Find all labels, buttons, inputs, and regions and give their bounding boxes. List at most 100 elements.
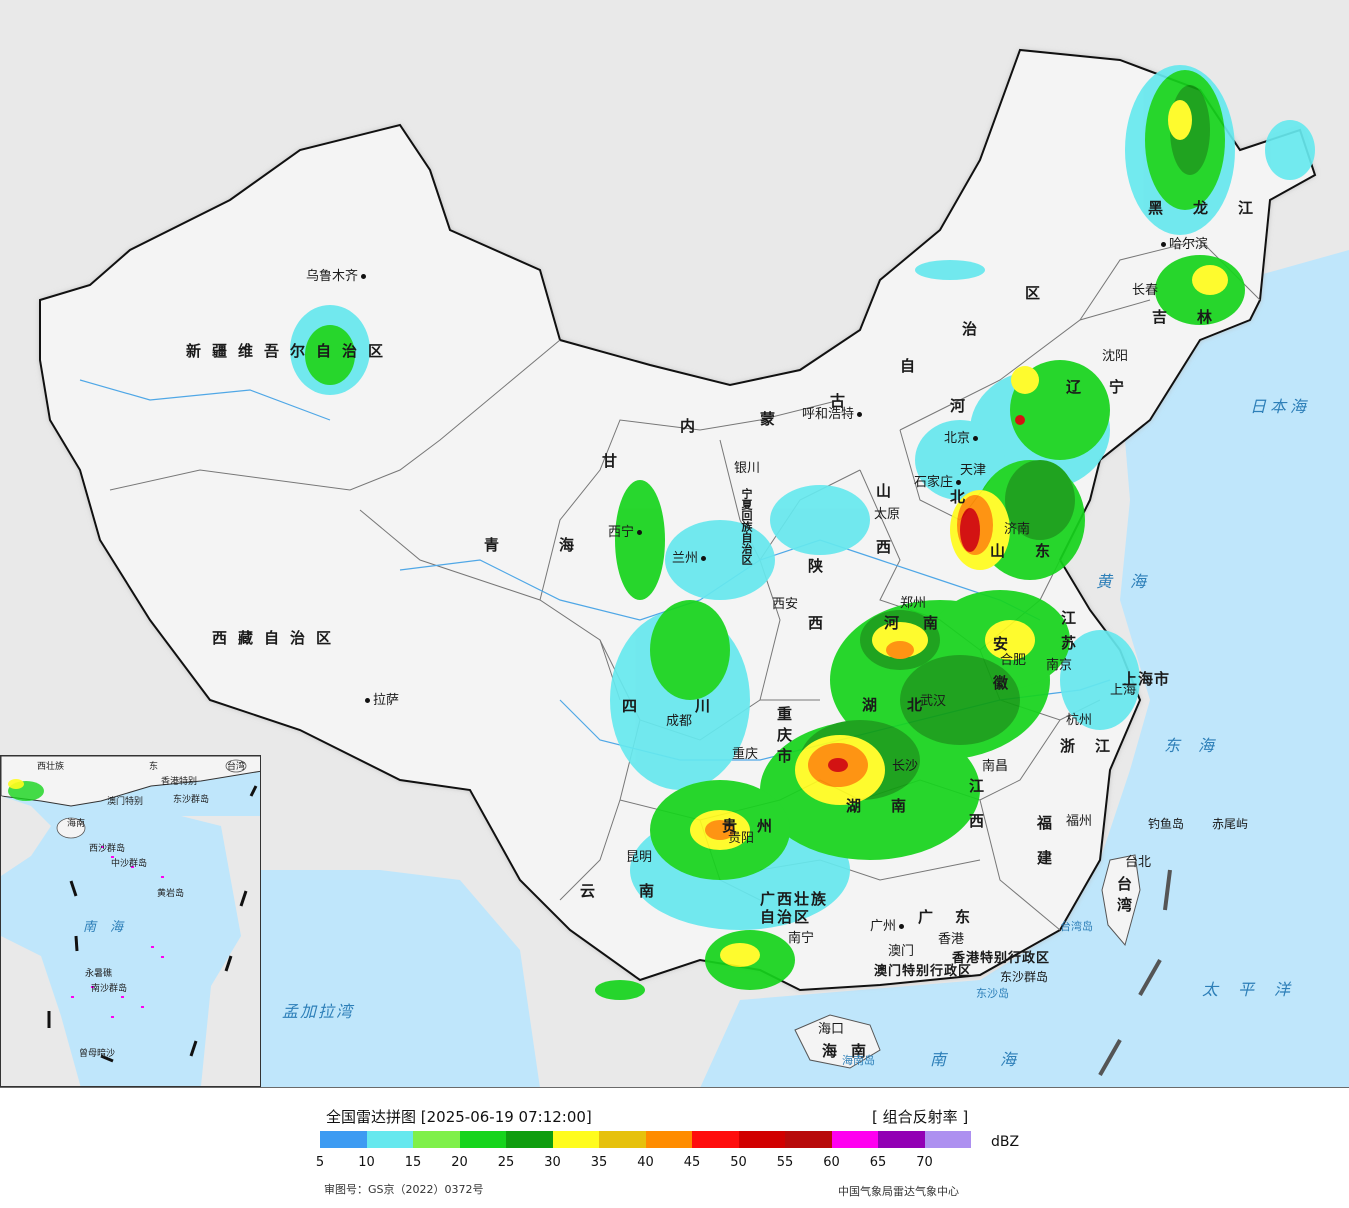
sea-east: 东海	[1164, 736, 1233, 755]
province-label-xizang: 西藏自治区	[212, 629, 343, 647]
legend-swatch-20	[459, 1131, 506, 1148]
province-label-neimenggu-2: 蒙	[760, 410, 787, 428]
legend-tick-25: 25	[497, 1155, 515, 1170]
south-china-sea-inset: 西壮族 东 台湾 海南 澳门特别 香港特别 东沙群岛 西沙群岛 中沙群岛 黄岩岛…	[0, 755, 261, 1087]
bengal-sea	[200, 870, 540, 1087]
legend-tick-15: 15	[404, 1155, 422, 1170]
legend-swatch-15	[413, 1131, 460, 1148]
province-label-shanghai: 上海市	[1122, 670, 1171, 688]
sea-south: 南海	[930, 1050, 1071, 1069]
city-guiyang: 贵阳	[728, 831, 755, 846]
legend-title: 全国雷达拼图 [2025-06-19 07:12:00]	[326, 1108, 592, 1126]
sea-yellow: 黄海	[1096, 572, 1165, 591]
province-label-guangdong: 广东	[918, 908, 993, 926]
province-label-shandong: 山东	[990, 542, 1081, 560]
city-changsha: 长沙	[892, 759, 919, 774]
city-hongkong: 香港	[938, 932, 965, 947]
taiwan-island	[1101, 854, 1141, 947]
province-label-heilongjiang: 黑龙江	[1148, 199, 1284, 217]
source-label: 中国气象局雷达气象中心	[838, 1185, 959, 1198]
legend-swatch-30	[552, 1131, 599, 1148]
city-chongqing: 重庆	[732, 747, 759, 762]
legend-tick-30: 30	[544, 1155, 561, 1170]
city-harbin: 哈尔滨	[1158, 238, 1208, 252]
island-chiwei: 赤尾屿	[1212, 817, 1249, 831]
city-haikou: 海口	[818, 1022, 845, 1037]
legend-tick-40: 40	[637, 1155, 654, 1170]
city-guangzhou: 广州	[870, 920, 907, 934]
city-hohhot: 呼和浩特	[802, 408, 865, 422]
city-tianjin: 天津	[960, 463, 987, 478]
province-label-hebei-1: 河	[950, 397, 977, 415]
province-label-hubei: 湖北	[862, 696, 953, 714]
legend-swatch-70	[924, 1131, 971, 1148]
legend-swatch-40	[645, 1131, 692, 1148]
province-label-shaanxi-2: 西	[808, 614, 835, 632]
island-hainan: 海南岛	[842, 1054, 875, 1067]
city-nanning: 南宁	[788, 931, 815, 946]
legend-swatch-10	[366, 1131, 413, 1148]
legend-tick-50: 50	[730, 1155, 747, 1170]
city-shijiazhuang: 石家庄	[914, 476, 964, 490]
province-label-hunan: 湖南	[846, 797, 937, 815]
city-xian: 西安	[772, 597, 799, 612]
province-label-neimenggu-4: 自	[900, 357, 927, 375]
city-hefei: 合肥	[1000, 653, 1027, 668]
inset-label-taiwan: 台湾	[227, 762, 246, 772]
inset-label-macau: 澳门特别	[107, 797, 144, 807]
city-shenyang: 沈阳	[1102, 349, 1129, 364]
map-review-number: 审图号：GS京（2022）0372号	[324, 1183, 484, 1196]
province-label-neimenggu-1: 内	[680, 417, 707, 435]
inset-label-nansha: 南沙群岛	[91, 984, 128, 994]
city-wuhan: 武汉	[920, 694, 947, 709]
legend-tick-35: 35	[590, 1155, 608, 1170]
city-lhasa: 拉萨	[362, 694, 399, 708]
city-yinchuan: 银川	[734, 461, 761, 476]
inset-label-huangyan: 黄岩岛	[157, 889, 185, 899]
city-taiyuan: 太原	[874, 507, 901, 522]
island-dongsha: 东沙岛	[976, 987, 1009, 1000]
inset-label-yongshu: 永暑礁	[85, 969, 113, 979]
legend-swatch-55	[785, 1131, 832, 1148]
city-jinan: 济南	[1004, 522, 1031, 537]
inset-label-guangdong: 东	[149, 762, 159, 772]
city-zhengzhou: 郑州	[900, 596, 927, 611]
legend-product: [ 组合反射率 ]	[872, 1108, 969, 1126]
province-label-zhejiang: 浙江	[1060, 737, 1131, 755]
legend-tick-70: 70	[916, 1155, 933, 1170]
city-urumqi: 乌鲁木齐	[306, 270, 369, 284]
legend-swatch-5	[320, 1131, 367, 1148]
inset-label-xisha: 西沙群岛	[89, 844, 126, 854]
province-label-liaoning: 辽宁	[1066, 378, 1153, 396]
city-taipei: 台北	[1125, 855, 1152, 870]
province-label-jiangsu: 江苏	[1059, 610, 1077, 660]
legend-swatch-45	[692, 1131, 739, 1148]
province-label-shaanxi-1: 陕	[808, 557, 835, 575]
legend-swatch-50	[738, 1131, 785, 1148]
province-label-chongqing: 重庆市	[775, 706, 793, 769]
province-label-neimenggu-6: 区	[1025, 284, 1052, 302]
map-canvas	[39, 48, 1349, 1087]
boundary-dashes	[1098, 869, 1172, 1076]
inset-canvas	[1, 756, 260, 1086]
city-fuzhou: 福州	[1066, 814, 1093, 829]
inset-label-zengmu: 曾母暗沙	[79, 1049, 116, 1059]
legend-tick-45: 45	[683, 1155, 701, 1170]
province-label-jiangxi: 江西	[967, 778, 985, 848]
province-label-fujian: 福建	[1035, 815, 1053, 885]
inset-label-sea: 南海	[83, 920, 138, 935]
inset-label-zhongsha: 中沙群岛	[111, 859, 148, 869]
province-label-taiwan: 台湾	[1115, 876, 1133, 918]
city-changchun: 长春	[1132, 283, 1159, 298]
legend-unit: dBZ	[991, 1134, 1020, 1150]
province-label-xinjiang: 新疆维吾尔自治区	[186, 342, 395, 360]
island-diaoyu: 钓鱼岛	[1148, 817, 1185, 831]
city-xining: 西宁	[608, 526, 645, 540]
legend-tick-60: 60	[823, 1155, 840, 1170]
city-nanjing: 南京	[1046, 658, 1073, 673]
island-taiwan: 台湾岛	[1060, 920, 1093, 933]
legend-tick-10: 10	[358, 1155, 375, 1170]
province-label-guangxi: 广西壮族自治区	[760, 890, 829, 926]
legend-panel	[0, 1088, 1349, 1208]
province-label-shanxi-2: 西	[876, 538, 903, 556]
